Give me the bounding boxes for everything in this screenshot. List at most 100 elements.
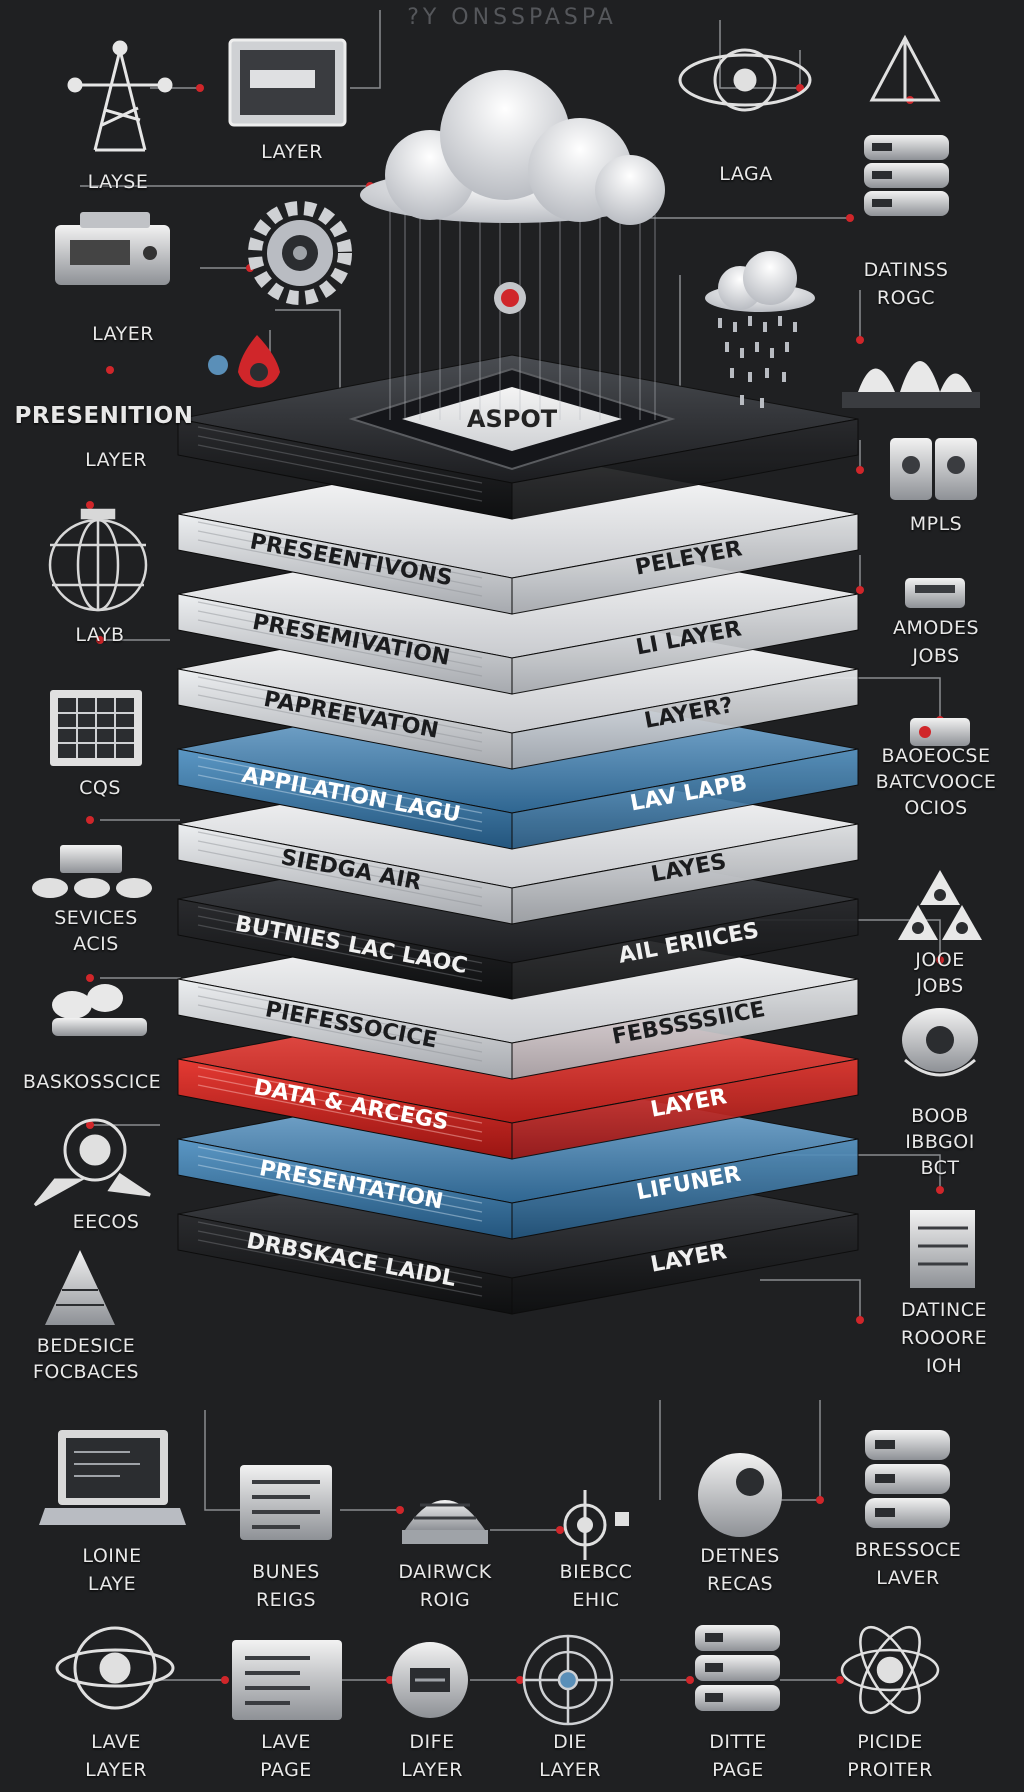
monitor-icon [228,38,347,127]
layer-stripe [197,765,483,823]
layer-stripe [197,1075,483,1133]
database-stack-icon [865,1430,950,1528]
layer-stripe [197,619,483,677]
pills-icon [52,984,147,1036]
label-focbaces: FOCBACES [32,1361,140,1383]
planet-icon [55,1626,175,1710]
layer-stripe [197,831,483,889]
layer-stripe [197,1239,483,1297]
atom-icon [840,1625,940,1715]
label-laga: LAGA [719,163,773,185]
label-lave-b: LAVE [261,1731,311,1753]
layer-right-face [511,593,859,695]
label-page-b: PAGE [260,1759,312,1781]
monitor-screen [402,387,622,451]
central-cloud-icon [360,70,665,420]
layer-right-face [511,748,859,850]
label-baoeocse: BAOEOCSE [881,745,991,767]
satellite-icon [33,1118,151,1207]
layer-stripe [197,1155,483,1213]
atom-eye-icon [678,48,812,112]
layer-right-face [511,898,859,1000]
label-layse: LAYSE [87,171,149,193]
layer-right-face [511,1138,859,1240]
layer-stripe [197,756,483,814]
label-ehic: EHIC [572,1589,620,1611]
layer-stripe [197,1146,483,1204]
layer-right-face [511,823,859,925]
label-bct: BCT [920,1157,960,1179]
label-ocios: OCIOS [904,797,968,819]
server-rack-icon [902,1008,978,1077]
label-amodes: AMODES [892,617,980,639]
twin-drives-icon [890,438,977,500]
label-ioh: IOH [925,1355,963,1377]
triple-dome-icon [842,361,980,408]
label-recas: RECAS [706,1573,774,1595]
layer-right-face [511,513,859,615]
top-title: ?Y ONSSPASPA [407,5,617,30]
pyramid-icon [45,1250,115,1325]
layer-stripe [197,849,483,907]
cluster-icon [910,718,970,746]
layer-stripe [197,444,483,502]
layer-stripe [197,530,483,588]
layer-stripe [197,521,483,579]
label-jooe: JOOE [915,949,965,971]
layer-right-face [511,978,859,1080]
label-presentation-title: PRESENITION [14,403,194,429]
label-bunes: BUNES [252,1561,320,1583]
layer-stripe [197,1164,483,1222]
label-boob: BOOB [911,1105,969,1127]
server-stack-icon [864,135,949,216]
drop-icon [208,335,280,388]
rain-cloud-icon [705,251,815,408]
monitor-screen-text: ASPOT [467,405,558,433]
page-icon [232,1640,342,1720]
layer-stripe [197,774,483,832]
layer-stripe [197,676,483,734]
layer-stripe [197,685,483,743]
layer-stripe [197,1230,483,1288]
layer-stripe [197,995,483,1053]
label-layer-a: LAYER [261,141,323,163]
cloud-icon [698,1453,782,1537]
label-presentation-layer: LAYER [85,449,147,471]
layer-stripe [197,1084,483,1142]
label-mpls: MPLS [909,513,963,535]
label-baskossice: BASKOSSCICE [22,1071,162,1093]
layer-right-face [511,418,859,520]
label-proiter: PROITER [847,1759,933,1781]
layer-right-face [511,1058,859,1160]
grid-panel-icon [50,690,142,766]
label-bedesice: BEDESICE [36,1335,136,1357]
label-die: DIE [553,1731,587,1753]
label-roig: ROIG [419,1589,471,1611]
network-tower-icon [67,40,173,152]
label-cqs: CQS [79,777,121,799]
label-sevices: SEVICES [54,907,138,929]
layer-stripe [197,426,483,484]
layer-stripe [197,435,483,493]
label-ibbgoi: IBBGOI [905,1131,975,1153]
orb-icon [898,870,982,940]
router-icon [55,212,170,285]
label-jobs-a: JOBS [912,645,960,667]
layer-right-face [511,1213,859,1315]
label-laye: LAYE [87,1573,137,1595]
label-dairwck: DAIRWCK [398,1561,492,1583]
layer-stripe [197,840,483,898]
layer-stripe [197,1221,483,1279]
label-picide: PICIDE [857,1731,923,1753]
label-rogc: ROGC [876,287,936,309]
label-datince: DATINCE [900,1299,988,1321]
label-bressoce: BRESSOCE [854,1539,962,1561]
document-icon [240,1465,332,1540]
label-reigs: REIGS [255,1589,317,1611]
label-lave-a: LAVE [91,1731,141,1753]
gear-icon [248,201,352,305]
top-layer-slab: ASPOT [177,354,859,520]
layer-stripe [197,906,483,964]
